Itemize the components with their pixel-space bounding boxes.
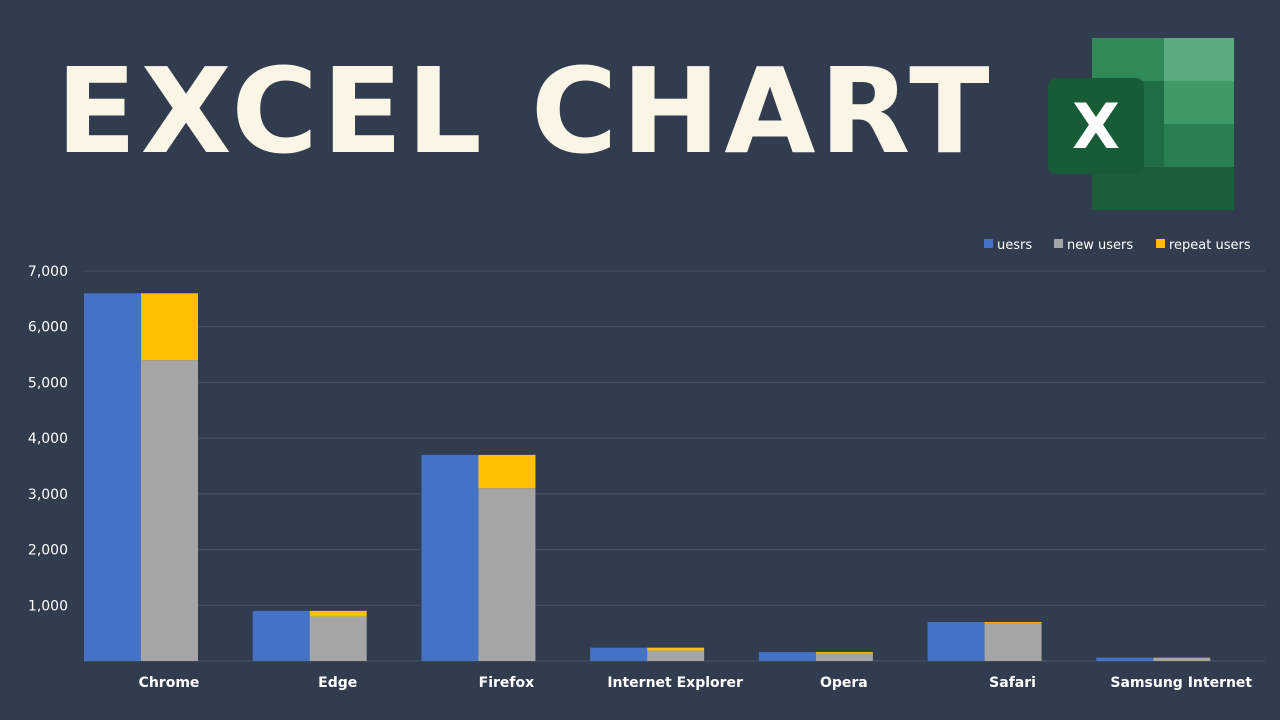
y-tick-label: 1,000 <box>28 598 68 614</box>
logo-badge <box>1048 78 1144 174</box>
y-tick-label: 7,000 <box>28 264 68 280</box>
bar-new-users <box>984 623 1042 661</box>
x-tick-label: Chrome <box>139 675 200 691</box>
bars <box>84 293 1211 661</box>
legend-label: new users <box>1067 238 1133 253</box>
logo-cell-top-right <box>1164 38 1234 81</box>
legend: uesrs new users repeat users <box>984 238 1251 253</box>
bar-new-users <box>309 616 367 661</box>
bar-new-users <box>478 488 536 661</box>
bar-uesrs <box>421 454 479 661</box>
browser-users-chart: 1,000 2,000 3,000 4,000 5,000 6,000 7,000 Chro… <box>28 238 1265 691</box>
x-tick-label: Firefox <box>479 675 535 691</box>
legend-label: uesrs <box>997 238 1032 253</box>
legend-item: uesrs <box>984 238 1032 253</box>
legend-item: new users <box>1054 238 1133 253</box>
bar-repeat-users <box>815 652 873 654</box>
bar-new-users <box>647 650 705 661</box>
x-tick-label: Samsung Internet <box>1110 675 1252 691</box>
x-tick-label: Edge <box>318 675 357 691</box>
bar-uesrs <box>252 610 310 661</box>
logo-letter: X <box>1072 90 1120 163</box>
x-axis-ticks: Chrome Edge Firefox Internet Explorer Opera S… <box>139 675 1253 691</box>
bar-new-users <box>141 360 198 661</box>
legend-swatch <box>1054 239 1063 248</box>
logo-cell-mid-right <box>1164 81 1234 124</box>
gridlines <box>84 270 1265 662</box>
bar-repeat-users <box>984 622 1042 624</box>
page-title: EXCEL CHART <box>56 42 994 180</box>
legend-item: repeat users <box>1156 238 1251 253</box>
bar-uesrs <box>1096 657 1154 661</box>
y-tick-label: 5,000 <box>28 375 68 391</box>
legend-swatch <box>984 239 993 248</box>
y-tick-label: 2,000 <box>28 543 68 559</box>
bar-repeat-users <box>478 454 536 489</box>
bar-uesrs <box>590 647 648 661</box>
x-tick-label: Opera <box>820 675 868 691</box>
bar-uesrs <box>758 652 816 661</box>
bar-repeat-users <box>647 647 705 651</box>
x-tick-label: Internet Explorer <box>607 675 743 691</box>
y-axis-ticks: 1,000 2,000 3,000 4,000 5,000 6,000 7,000 <box>28 264 68 614</box>
logo-cell-top-left <box>1092 38 1164 81</box>
y-tick-label: 3,000 <box>28 487 68 503</box>
bar-new-users <box>815 653 873 661</box>
bar-repeat-users <box>309 610 367 617</box>
bar-new-users <box>1153 657 1211 661</box>
x-tick-label: Safari <box>989 675 1036 691</box>
y-tick-label: 4,000 <box>28 431 68 447</box>
legend-label: repeat users <box>1169 238 1251 253</box>
bar-uesrs <box>927 622 985 661</box>
legend-swatch <box>1156 239 1165 248</box>
bar-repeat-users <box>141 293 198 361</box>
logo-cell-bottom <box>1092 167 1234 210</box>
excel-logo-icon: X <box>1048 38 1234 210</box>
logo-cell-low-right <box>1164 124 1234 167</box>
bar-uesrs <box>84 293 141 661</box>
y-tick-label: 6,000 <box>28 320 68 336</box>
